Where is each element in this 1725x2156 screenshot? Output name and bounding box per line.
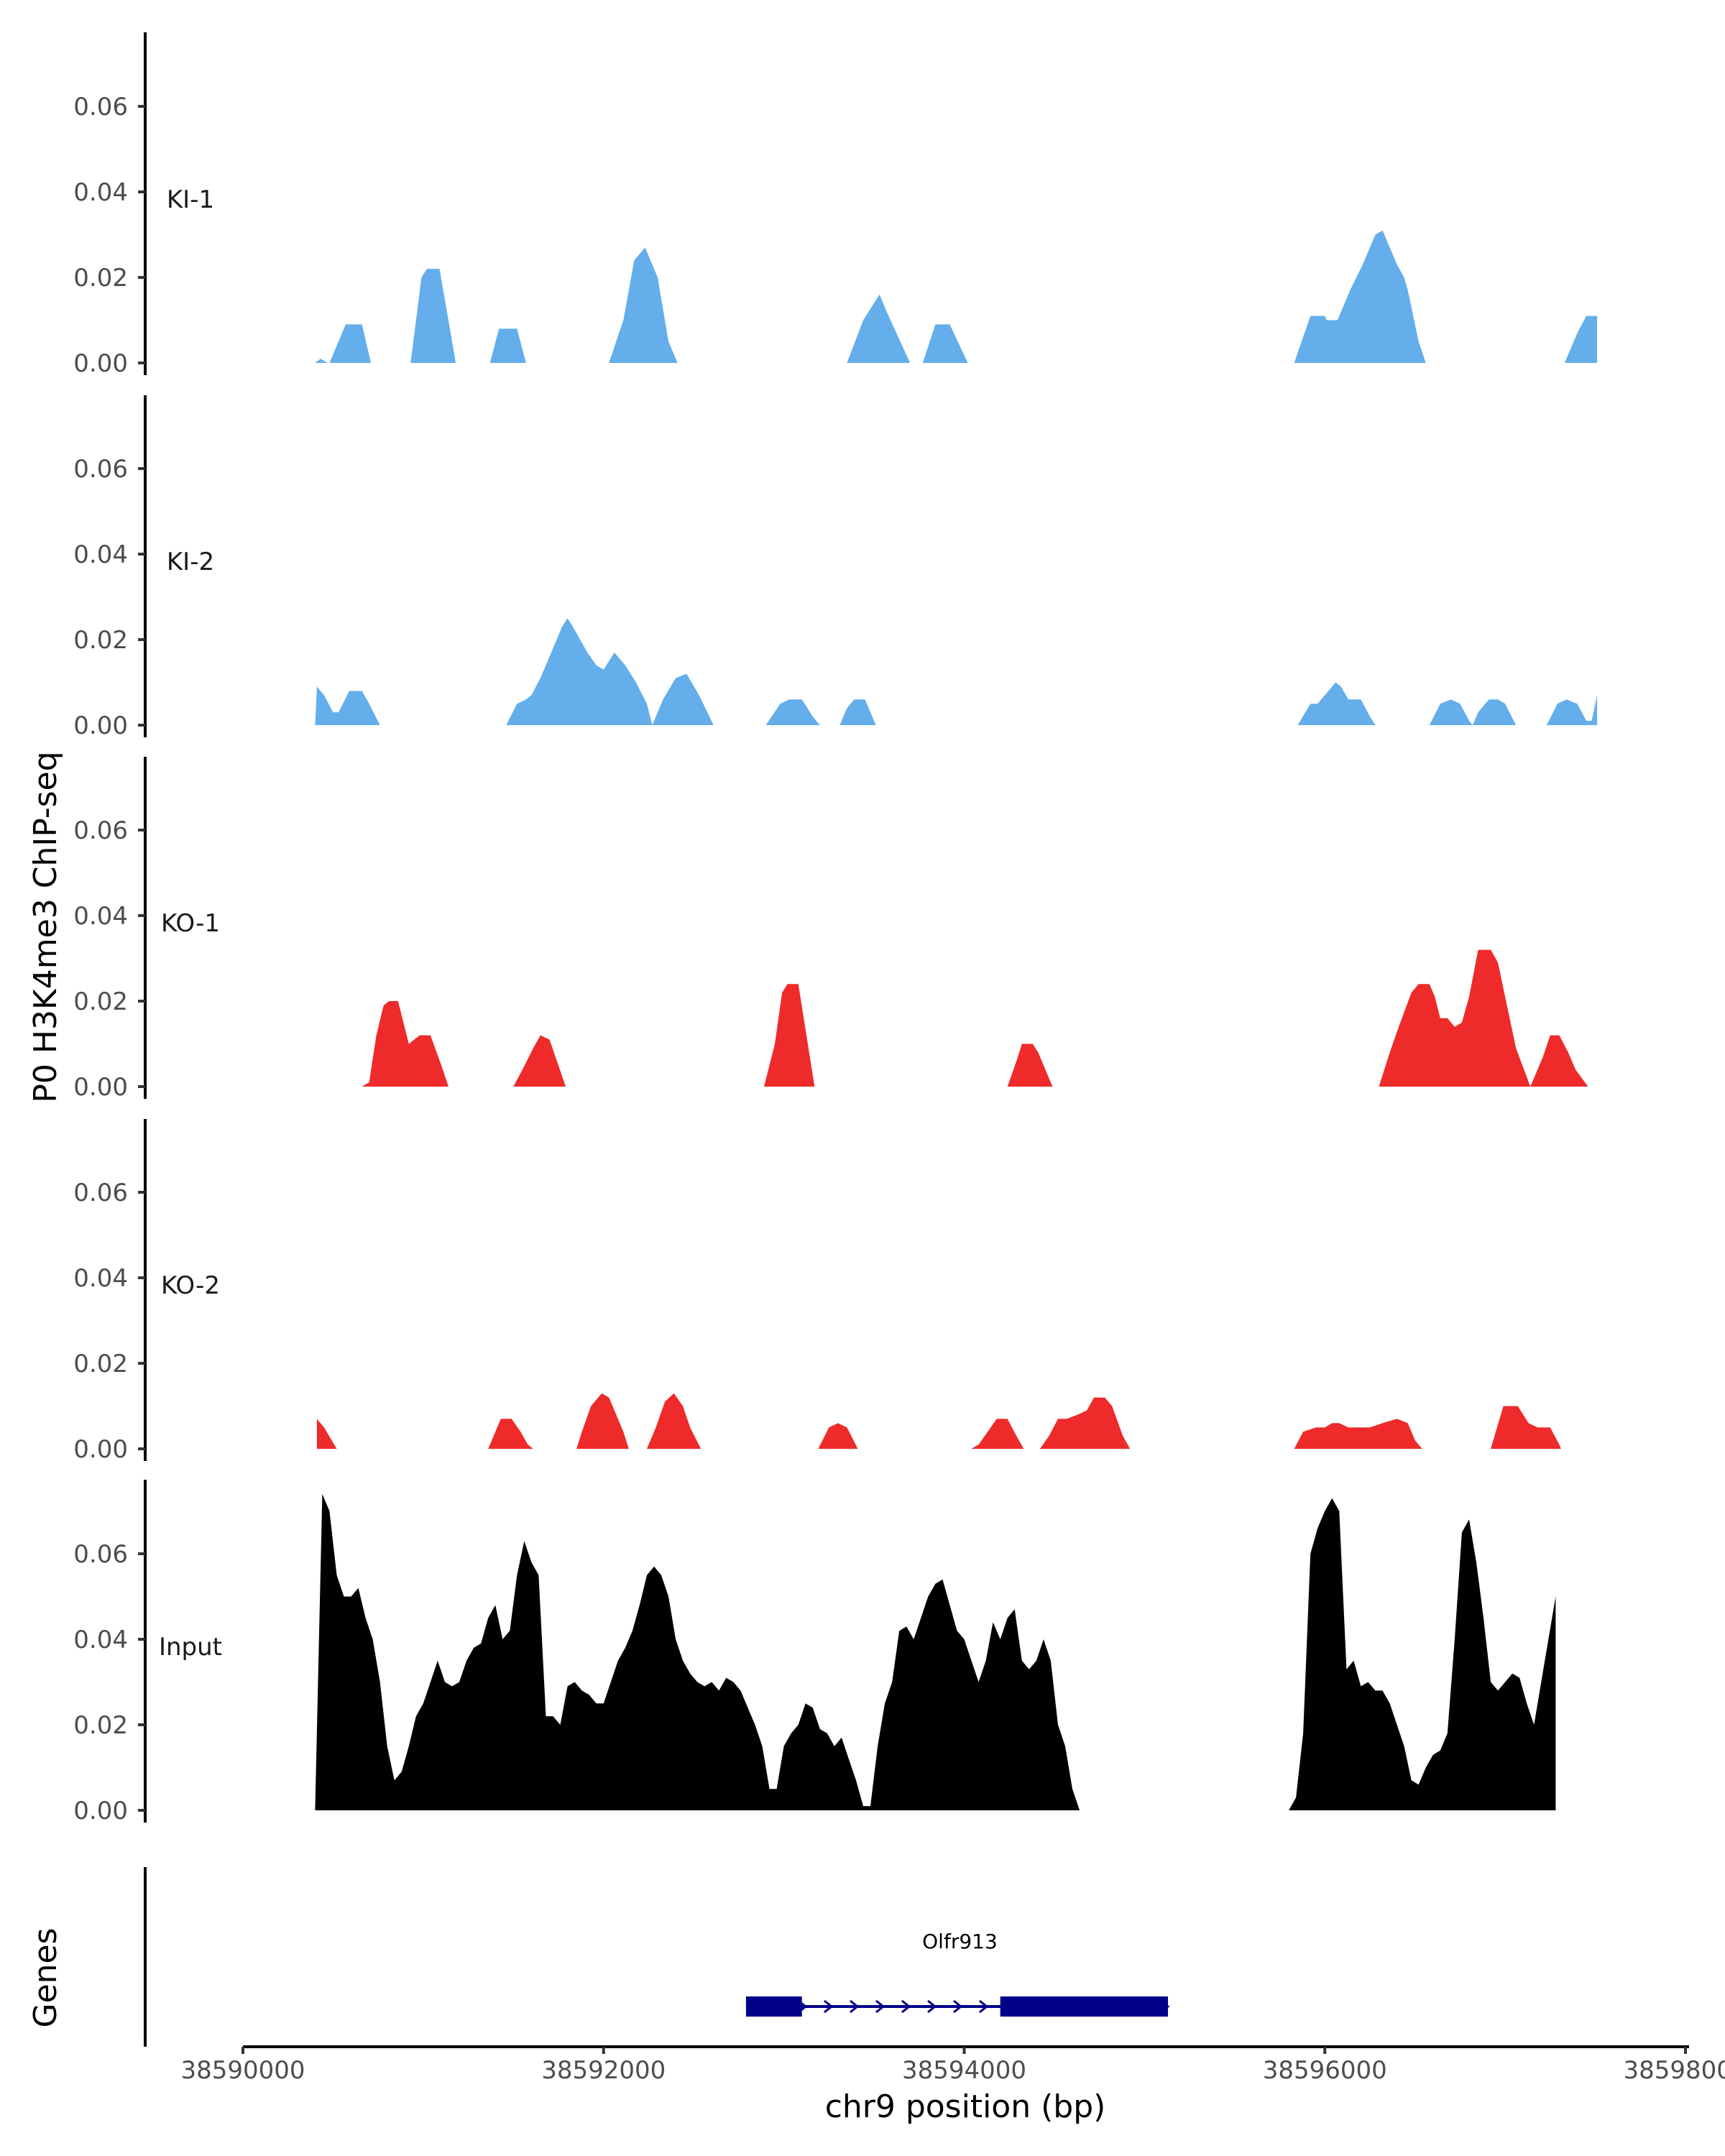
genes-title: Genes (27, 1927, 64, 2027)
y-tick-label: 0.02 (73, 264, 128, 292)
signal-area (315, 230, 1598, 363)
signal-area (316, 1393, 1561, 1449)
y-tick-label: 0.04 (73, 902, 128, 931)
y-tick-label: 0.00 (73, 349, 128, 378)
y-tick-label: 0.00 (73, 1797, 128, 1825)
signal-area (315, 618, 1598, 725)
gene-exon (1000, 1996, 1168, 2017)
y-tick-label: 0.02 (73, 987, 128, 1016)
x-tick-label: 38590000 (180, 2056, 305, 2085)
x-axis: 38590000 38592000 38594000 38596000 38598000 (180, 2045, 1725, 2085)
y-tick-label: 0.06 (73, 93, 128, 121)
x-tick-label: 38592000 (541, 2056, 666, 2085)
track-label: KI-2 (167, 548, 214, 576)
y-tick-label: 0.04 (73, 1264, 128, 1293)
track-panel-ki-1: 0.00 0.02 0.04 0.06 KI-1 (73, 32, 1598, 378)
y-tick-label: 0.00 (73, 1073, 128, 1102)
y-tick-label: 0.06 (73, 455, 128, 484)
y-tick-label: 0.04 (73, 178, 128, 207)
strand-arrow (850, 1999, 860, 2014)
y-tick-label: 0.06 (73, 816, 128, 845)
strand-arrow (953, 1999, 963, 2014)
x-tick-label: 38596000 (1263, 2056, 1387, 2085)
x-tick-label: 38598000 (1623, 2056, 1725, 2085)
strand-arrow (901, 1999, 911, 2014)
gene-name-label: Olfr913 (922, 1930, 998, 1953)
signal-area (315, 1493, 1556, 1810)
y-tick-label: 0.00 (73, 711, 128, 740)
strand-arrow (875, 1999, 886, 2014)
y-tick-label: 0.06 (73, 1179, 128, 1207)
strand-arrow (979, 1999, 989, 2014)
y-tick-label: 0.06 (73, 1540, 128, 1569)
y-tick-label: 0.04 (73, 540, 128, 569)
y-tick-label: 0.04 (73, 1626, 128, 1654)
track-label: KI-1 (167, 185, 214, 214)
tracks-layer: 0.00 0.02 0.04 0.06 KI-1 0.00 0.02 0.04 0.06 KI-2… (73, 32, 1598, 1825)
y-tick-label: 0.02 (73, 1350, 128, 1378)
y-axis-title: P0 H3K4me3 ChIP-seq (27, 751, 64, 1102)
x-tick-label: 38594000 (902, 2056, 1026, 2085)
y-tick-label: 0.00 (73, 1435, 128, 1464)
track-label: KO-1 (161, 909, 220, 938)
y-tick-label: 0.02 (73, 626, 128, 655)
gene-exon (745, 1996, 802, 2017)
strand-arrow (824, 1999, 834, 2014)
x-axis-title: chr9 position (bp) (825, 2088, 1106, 2125)
y-tick-label: 0.02 (73, 1711, 128, 1740)
signal-area (362, 949, 1588, 1087)
track-panel-ko-1: 0.00 0.02 0.04 0.06 KO-1 (73, 757, 1588, 1102)
genes-panel: Genes Olfr913 (27, 1867, 1170, 2047)
track-label: KO-2 (161, 1271, 220, 1300)
track-label: Input (159, 1633, 222, 1662)
track-panel-ko-2: 0.00 0.02 0.04 0.06 KO-2 (73, 1119, 1561, 1464)
strand-arrow (927, 1999, 937, 2014)
track-panel-ki-2: 0.00 0.02 0.04 0.06 KI-2 (73, 395, 1598, 740)
track-panel-input: 0.00 0.02 0.04 0.06 Input (73, 1480, 1556, 1825)
